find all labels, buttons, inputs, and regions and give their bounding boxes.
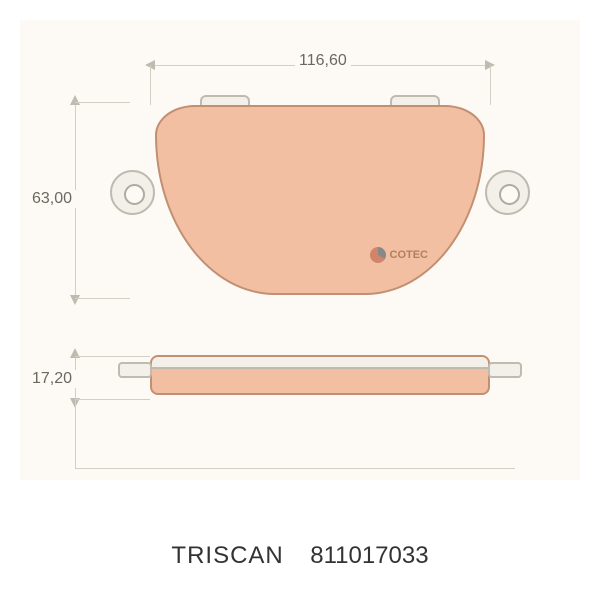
dim-height-arrow-bot — [70, 295, 80, 305]
dim-height-arrow-top — [70, 95, 80, 105]
cotec-badge: COTEC — [370, 247, 429, 263]
mounting-ear-right — [485, 170, 530, 215]
technical-drawing: 116,60 63,00 COTEC 17,20 — [20, 20, 580, 480]
canvas: 116,60 63,00 COTEC 17,20 — [0, 0, 600, 600]
mounting-ear-left — [110, 170, 155, 215]
cotec-icon — [370, 247, 386, 263]
dim-width-ext-r — [490, 65, 491, 105]
brand-name: TRISCAN — [171, 542, 283, 570]
dim-width-label: 116,60 — [295, 52, 351, 70]
frame-ext-v — [75, 398, 76, 468]
edge-ear-right — [488, 362, 522, 378]
dim-height-label: 63,00 — [28, 190, 76, 208]
part-number: 811017033 — [310, 542, 428, 570]
dim-thick-label: 17,20 — [28, 370, 76, 388]
footer: TRISCAN 811017033 — [0, 522, 600, 600]
brake-pad-edge-view — [120, 350, 520, 405]
dim-width-ext-l — [150, 65, 151, 105]
brake-pad-face-view: COTEC — [120, 100, 520, 300]
frame-ext-h — [75, 468, 515, 469]
friction-surface: COTEC — [155, 105, 485, 295]
edge-friction — [150, 355, 490, 395]
cotec-text: COTEC — [390, 249, 429, 261]
edge-backing-plate — [152, 357, 488, 369]
edge-ear-left — [118, 362, 152, 378]
